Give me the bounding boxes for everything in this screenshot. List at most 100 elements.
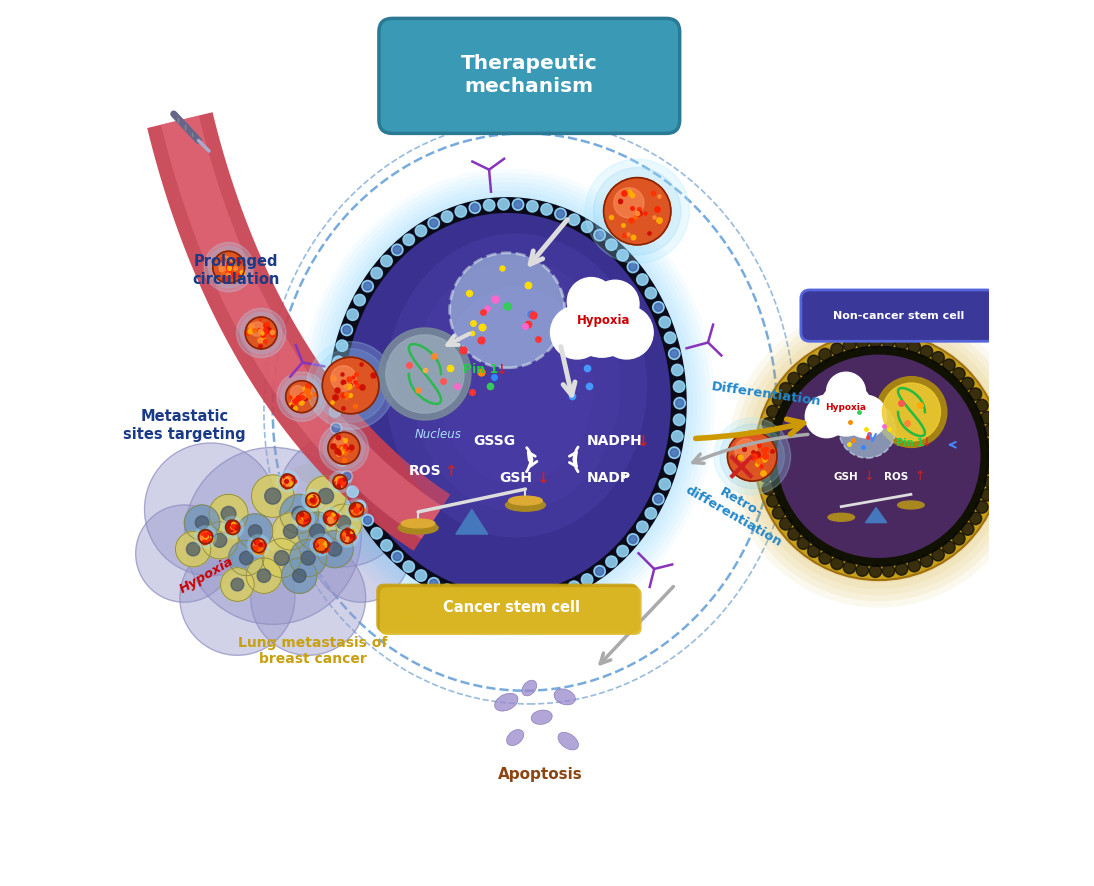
Circle shape (347, 486, 359, 497)
Circle shape (221, 568, 254, 602)
Circle shape (319, 424, 369, 473)
Circle shape (353, 294, 365, 306)
Circle shape (606, 556, 617, 567)
Circle shape (327, 542, 341, 556)
Circle shape (245, 317, 277, 349)
Circle shape (403, 234, 415, 245)
Circle shape (257, 569, 270, 582)
Ellipse shape (385, 233, 647, 538)
Circle shape (557, 588, 565, 596)
Circle shape (581, 574, 593, 586)
Circle shape (362, 515, 373, 526)
Text: Apoptosis: Apoptosis (498, 767, 582, 782)
Circle shape (248, 525, 261, 538)
Ellipse shape (898, 501, 924, 509)
Circle shape (379, 328, 470, 420)
Circle shape (338, 527, 357, 546)
Circle shape (664, 332, 676, 344)
Circle shape (201, 522, 238, 559)
Text: +: + (619, 470, 628, 481)
Circle shape (526, 200, 538, 212)
Circle shape (514, 200, 522, 208)
Circle shape (614, 188, 644, 218)
Circle shape (819, 552, 831, 564)
Circle shape (637, 521, 648, 532)
Circle shape (240, 551, 253, 564)
Ellipse shape (507, 729, 524, 746)
Circle shape (594, 565, 605, 577)
Circle shape (728, 431, 777, 481)
Circle shape (673, 381, 685, 392)
Circle shape (659, 316, 671, 328)
Circle shape (617, 250, 628, 261)
Text: Hypoxia: Hypoxia (577, 315, 630, 328)
Circle shape (601, 306, 653, 359)
Text: ROS: ROS (409, 464, 441, 478)
Circle shape (314, 538, 328, 552)
Text: Non-cancer stem cell: Non-cancer stem cell (833, 311, 964, 321)
Circle shape (857, 563, 869, 576)
Circle shape (591, 280, 639, 328)
Circle shape (441, 584, 453, 595)
Circle shape (247, 534, 269, 556)
Circle shape (179, 540, 295, 656)
Circle shape (333, 374, 340, 382)
Ellipse shape (558, 733, 579, 750)
Circle shape (830, 343, 843, 355)
Circle shape (325, 504, 362, 541)
Circle shape (342, 472, 351, 480)
Circle shape (198, 530, 212, 544)
Circle shape (221, 507, 236, 521)
Circle shape (555, 587, 567, 598)
Circle shape (326, 513, 333, 519)
Circle shape (604, 177, 671, 245)
Circle shape (645, 287, 656, 299)
Circle shape (428, 578, 440, 589)
Circle shape (976, 501, 988, 513)
Circle shape (330, 472, 349, 491)
Circle shape (292, 569, 306, 582)
FancyBboxPatch shape (379, 19, 679, 134)
Text: GSH: GSH (500, 471, 533, 486)
Circle shape (322, 509, 340, 527)
Circle shape (857, 337, 869, 348)
Circle shape (291, 385, 305, 400)
FancyBboxPatch shape (801, 290, 996, 341)
Circle shape (341, 470, 352, 482)
Circle shape (195, 525, 217, 548)
Circle shape (469, 593, 480, 604)
Circle shape (330, 366, 357, 391)
Circle shape (981, 489, 993, 501)
Circle shape (299, 514, 305, 520)
Circle shape (265, 488, 281, 504)
Circle shape (788, 372, 800, 385)
Circle shape (330, 372, 341, 384)
Circle shape (280, 494, 318, 533)
Circle shape (333, 424, 340, 432)
Circle shape (767, 405, 779, 417)
Ellipse shape (728, 305, 1029, 608)
Circle shape (428, 217, 440, 229)
Circle shape (175, 532, 211, 567)
Circle shape (720, 424, 784, 488)
Circle shape (772, 507, 784, 519)
Circle shape (249, 536, 268, 555)
Circle shape (144, 443, 277, 576)
Text: Prolonged
circulation: Prolonged circulation (191, 254, 279, 287)
Circle shape (301, 551, 315, 565)
Ellipse shape (411, 260, 620, 511)
Circle shape (254, 540, 260, 547)
Text: Lung metastasis of
breast cancer: Lung metastasis of breast cancer (237, 636, 387, 666)
Circle shape (363, 517, 372, 525)
Circle shape (484, 199, 494, 211)
Circle shape (585, 159, 689, 263)
Ellipse shape (401, 519, 435, 528)
Circle shape (653, 301, 664, 313)
Polygon shape (161, 115, 443, 539)
Circle shape (557, 210, 565, 218)
Circle shape (186, 542, 200, 556)
FancyBboxPatch shape (379, 586, 640, 633)
Circle shape (333, 475, 347, 489)
Circle shape (798, 537, 810, 549)
Circle shape (659, 478, 671, 490)
